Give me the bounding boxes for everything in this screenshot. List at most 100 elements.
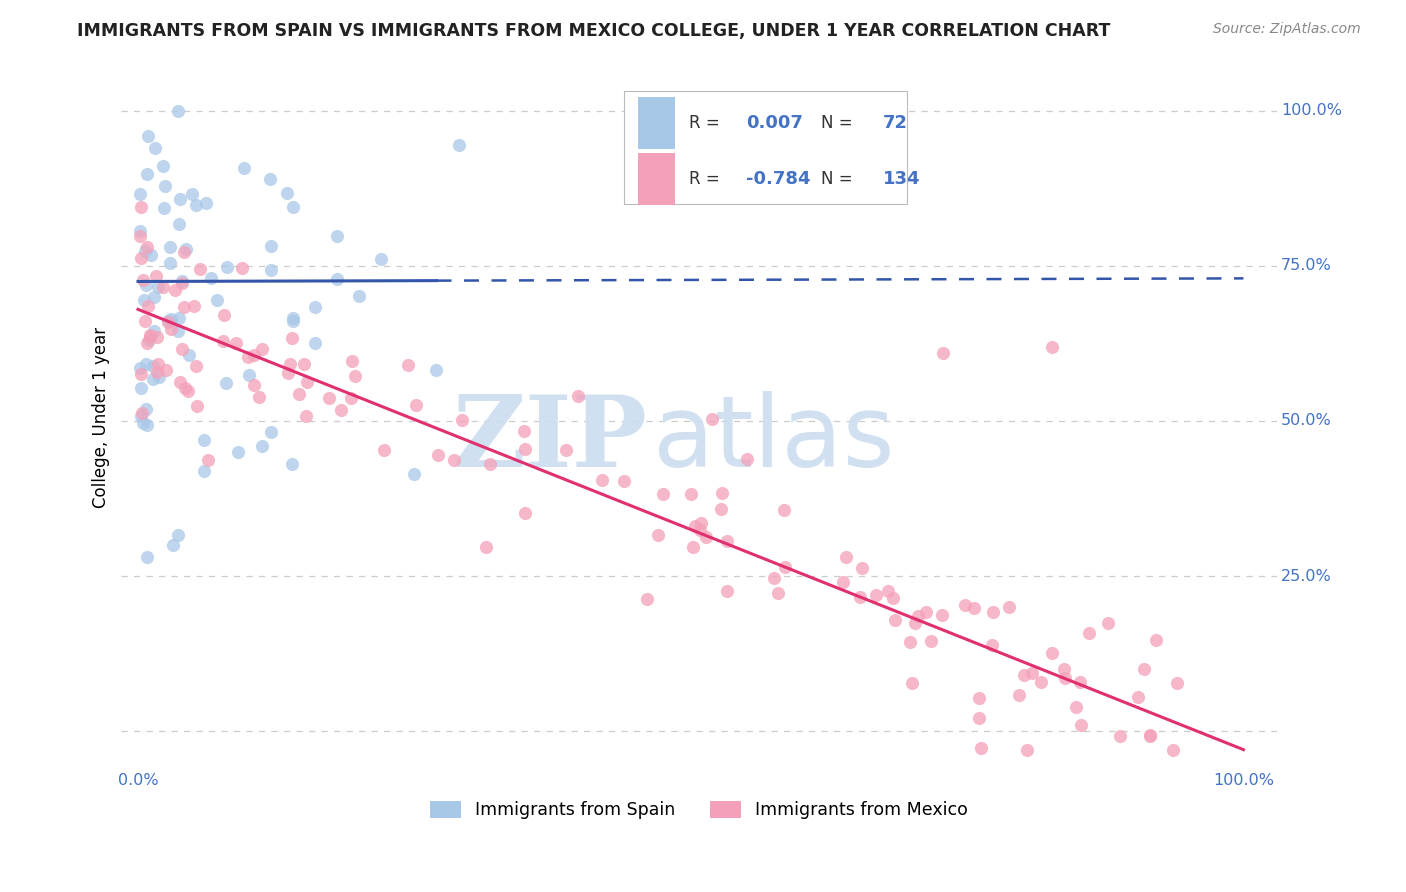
Point (152, 159, 174, 173)
Point (347, 288, 370, 302)
Point (145, 269, 167, 284)
Point (512, 424, 534, 438)
Point (197, 453, 219, 467)
Point (135, 240, 157, 254)
Point (136, 167, 159, 181)
Point (591, 473, 613, 487)
Point (344, 369, 367, 384)
Point (1097, 616, 1119, 631)
Point (901, 676, 924, 690)
Point (225, 336, 247, 351)
Point (281, 200, 304, 214)
Point (716, 583, 738, 598)
Point (135, 278, 157, 293)
Point (131, 417, 153, 431)
Point (689, 523, 711, 537)
Point (129, 381, 152, 395)
Point (651, 486, 673, 500)
Point (931, 607, 953, 622)
Point (136, 128, 159, 143)
Point (129, 224, 152, 238)
Point (1078, 625, 1101, 640)
Point (1161, 742, 1184, 756)
Text: N =: N = (821, 170, 858, 188)
Point (1029, 675, 1052, 690)
Point (700, 411, 723, 425)
Point (276, 186, 298, 200)
Point (970, 741, 993, 756)
Point (425, 363, 447, 377)
Point (260, 239, 283, 253)
Y-axis label: College, Under 1 year: College, Under 1 year (93, 327, 110, 508)
Point (326, 272, 349, 286)
Point (195, 196, 218, 211)
Point (876, 583, 898, 598)
Point (396, 358, 419, 372)
Point (281, 314, 304, 328)
Point (682, 541, 704, 555)
Point (250, 343, 273, 357)
Point (193, 464, 215, 478)
Point (135, 417, 157, 432)
Point (136, 335, 159, 350)
Point (1166, 676, 1188, 690)
Point (1109, 729, 1132, 743)
Point (304, 301, 326, 315)
Text: ZIP: ZIP (453, 392, 647, 488)
Point (555, 443, 578, 458)
Point (159, 256, 181, 270)
Point (981, 605, 1004, 619)
Point (186, 359, 208, 374)
Point (247, 390, 270, 404)
Point (735, 451, 758, 466)
Point (169, 193, 191, 207)
Point (169, 376, 191, 390)
Point (295, 376, 318, 390)
Point (340, 391, 363, 405)
Point (215, 260, 238, 274)
Point (904, 615, 927, 630)
Point (167, 528, 190, 542)
Point (1021, 665, 1043, 680)
Point (205, 293, 228, 307)
Point (1053, 662, 1076, 676)
Point (141, 248, 163, 262)
Point (679, 486, 702, 500)
Point (215, 376, 238, 390)
Point (135, 357, 157, 371)
Point (134, 313, 156, 327)
Point (156, 315, 179, 329)
Point (200, 270, 222, 285)
Point (773, 559, 796, 574)
Point (1069, 674, 1091, 689)
Point (146, 357, 169, 371)
Point (155, 363, 177, 377)
Point (129, 200, 152, 214)
Point (135, 402, 157, 417)
Point (882, 591, 904, 606)
Point (129, 229, 152, 244)
Point (636, 591, 658, 606)
Point (243, 378, 266, 392)
Point (851, 561, 873, 575)
Point (142, 359, 165, 373)
Point (447, 137, 470, 152)
Point (772, 503, 794, 517)
Point (186, 198, 208, 212)
Text: Source: ZipAtlas.com: Source: ZipAtlas.com (1213, 22, 1361, 37)
Point (865, 588, 887, 602)
Text: IMMIGRANTS FROM SPAIN VS IMMIGRANTS FROM MEXICO COLLEGE, UNDER 1 YEAR CORRELATIO: IMMIGRANTS FROM SPAIN VS IMMIGRANTS FROM… (77, 22, 1111, 40)
Point (980, 638, 1002, 652)
Point (883, 613, 905, 627)
Point (1139, 729, 1161, 743)
Point (1139, 728, 1161, 742)
Point (475, 540, 498, 554)
Point (443, 453, 465, 467)
Point (281, 331, 304, 345)
Point (167, 324, 190, 338)
Point (647, 528, 669, 542)
Point (143, 324, 166, 338)
Point (139, 328, 162, 343)
Text: -0.784: -0.784 (747, 170, 811, 188)
Point (233, 161, 256, 176)
